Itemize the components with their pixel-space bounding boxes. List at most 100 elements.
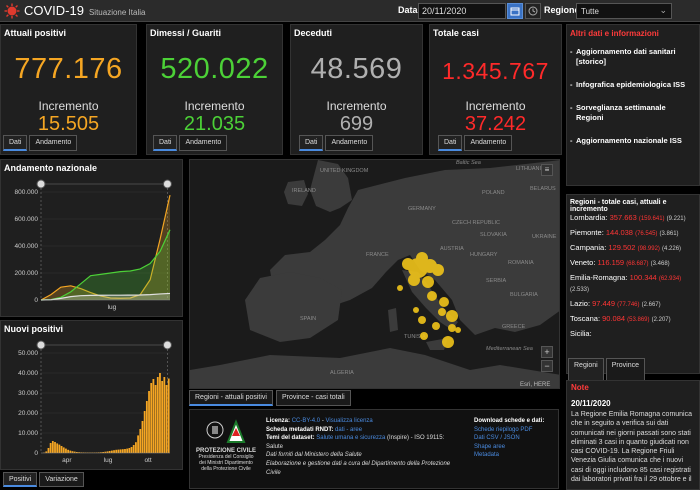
note-title: Note: [571, 383, 589, 392]
tab-province-totali[interactable]: Province - casi totali: [275, 390, 351, 406]
land-ireland: [284, 180, 308, 206]
time-button[interactable]: [525, 3, 541, 19]
download-link[interactable]: Schede riepilogo PDF: [474, 426, 533, 433]
bar: [115, 449, 118, 453]
info-link[interactable]: Aggiornamento nazionale ISS: [570, 136, 692, 146]
y-tick-label: 600.000: [15, 216, 39, 223]
y-tick-label: 30.000: [18, 390, 38, 397]
tab-positivi[interactable]: Positivi: [3, 472, 38, 487]
zoom-in-button[interactable]: +: [541, 346, 553, 358]
date-input[interactable]: 20/11/2020: [418, 3, 506, 19]
tab-andamento[interactable]: Andamento: [464, 135, 513, 151]
region-current: (76.545): [635, 231, 658, 237]
pc-sub: Presidenza del Consiglio dei Ministri Di…: [198, 454, 254, 472]
themes-link[interactable]: Salute umana e sicurezza: [316, 435, 386, 442]
stat-title: Attuali positivi: [4, 28, 67, 38]
rndt-label: Scheda metadati RNDT:: [266, 426, 334, 433]
region-total: 357.663: [609, 213, 637, 222]
region-select[interactable]: Tutte ⌄: [576, 3, 672, 19]
bar: [73, 451, 76, 453]
region-name: Piemonte: [570, 228, 602, 237]
calendar-button[interactable]: [507, 3, 523, 19]
map-view[interactable]: UNITED KINGDOM IRELAND GERMANY POLAND BE…: [189, 159, 560, 389]
region-row[interactable]: Emilia-Romagna: 100.344 (62.934) (2.533): [570, 273, 682, 293]
regions-panel: Regioni - totale casi, attuali e increme…: [566, 194, 700, 374]
download-link[interactable]: Shape aree: [474, 443, 506, 450]
land-iberia: [245, 272, 342, 342]
chart-title: Nuovi positivi: [4, 324, 64, 334]
info-link[interactable]: Aggiornamento dati sanitari [storico]: [570, 47, 692, 67]
bar: [78, 452, 80, 453]
increment-value: 21.035: [183, 113, 246, 135]
region-row[interactable]: Campania: 129.502 (98.992) (4.226): [570, 243, 682, 252]
tab-regioni-attuali[interactable]: Regioni - attuali positivi: [189, 390, 273, 406]
region-name: Lombardia: [570, 213, 606, 222]
tab-variazione[interactable]: Variazione: [39, 472, 84, 487]
x-tick-label: apr: [62, 457, 72, 464]
region-row[interactable]: Lazio: 97.449 (77.746) (2.667): [570, 299, 661, 308]
download-link[interactable]: Dati CSV / JSON: [474, 435, 520, 442]
download-link[interactable]: Metadata: [474, 452, 500, 459]
region-row[interactable]: Lombardia: 357.663 (159.641) (9.221): [570, 213, 686, 222]
bar: [143, 411, 146, 453]
layers-button[interactable]: ≡: [541, 164, 553, 176]
rndt-link[interactable]: dati - aree: [335, 426, 363, 433]
map-label-serbia: SERBIA: [486, 278, 507, 284]
note-date: 20/11/2020: [571, 399, 611, 408]
tab-andamento[interactable]: Andamento: [29, 135, 78, 151]
bar: [54, 442, 56, 453]
tab-andamento[interactable]: Andamento: [179, 135, 228, 151]
bar: [150, 383, 153, 453]
increment-value: 699: [339, 113, 374, 135]
regions-list[interactable]: Lombardia: 357.663 (159.641) (9.221) Pie…: [570, 213, 698, 344]
map-canvas[interactable]: UNITED KINGDOM IRELAND GERMANY POLAND BE…: [190, 160, 560, 389]
y-tick-label: 400.000: [15, 243, 39, 250]
stat-value: 520.022: [160, 53, 269, 85]
bar: [161, 381, 164, 453]
x-tick-label: lug: [104, 457, 113, 464]
source-2: Elaborazione e gestione dati a cura del …: [266, 460, 451, 476]
note-text: La Regione Emilia Romagna comunica che i…: [571, 411, 693, 484]
bar: [106, 451, 109, 453]
info-link[interactable]: Infografica epidemiologica ISS: [570, 80, 692, 90]
series-area: [41, 195, 170, 300]
region-row[interactable]: Veneto: 116.159 (68.687) (3.468): [570, 258, 670, 267]
region-row[interactable]: Piemonte: 144.038 (76.545) (3.861): [570, 228, 679, 237]
time-slider-handle[interactable]: [162, 340, 172, 350]
tab-dati[interactable]: Dati: [299, 135, 324, 151]
zoom-out-button[interactable]: −: [541, 360, 553, 372]
bar: [49, 443, 52, 453]
map-label-hungary: HUNGARY: [470, 252, 498, 258]
region-inc: (3.861): [659, 231, 679, 237]
map-label-austria: AUSTRIA: [440, 246, 464, 252]
tab-andamento[interactable]: Andamento: [325, 135, 374, 151]
time-slider-handle[interactable]: [36, 340, 46, 350]
protezione-civile-logo-icon: [206, 419, 246, 443]
pc-text: PROTEZIONE CIVILE Presidenza del Consigli…: [196, 448, 256, 472]
license-link[interactable]: Visualizza licenza: [325, 418, 373, 424]
land-continent: [270, 160, 559, 335]
bar: [69, 450, 72, 453]
region-row[interactable]: Sicilia:: [570, 329, 592, 338]
bar: [159, 373, 161, 453]
bar: [113, 450, 115, 453]
region-row[interactable]: Toscana: 90.084 (53.869) (2.207): [570, 314, 671, 323]
bar: [124, 449, 126, 453]
themes-end: Salute: [266, 443, 284, 450]
region-inc: (3.468): [650, 261, 670, 267]
license-value[interactable]: CC-BY-4.0: [291, 418, 321, 424]
tab-dati[interactable]: Dati: [3, 135, 28, 151]
region-name: Campania: [570, 243, 605, 252]
bar: [148, 391, 150, 453]
info-link[interactable]: Sorveglianza settimanale Regioni: [570, 103, 692, 123]
andamento-chart-panel: Andamento nazionale 800.000 600.000 400.00…: [0, 159, 183, 317]
map-label-lithuania: LITHUANIA: [516, 166, 545, 172]
bar: [47, 448, 50, 453]
region-current: (77.746): [617, 302, 640, 308]
tab-dati[interactable]: Dati: [438, 135, 463, 151]
time-slider-handle[interactable]: [36, 179, 46, 189]
time-slider-handle[interactable]: [162, 179, 172, 189]
increment-label: Incremento: [184, 99, 245, 113]
region-current: (98.992): [637, 246, 660, 252]
tab-dati[interactable]: Dati: [153, 135, 178, 151]
